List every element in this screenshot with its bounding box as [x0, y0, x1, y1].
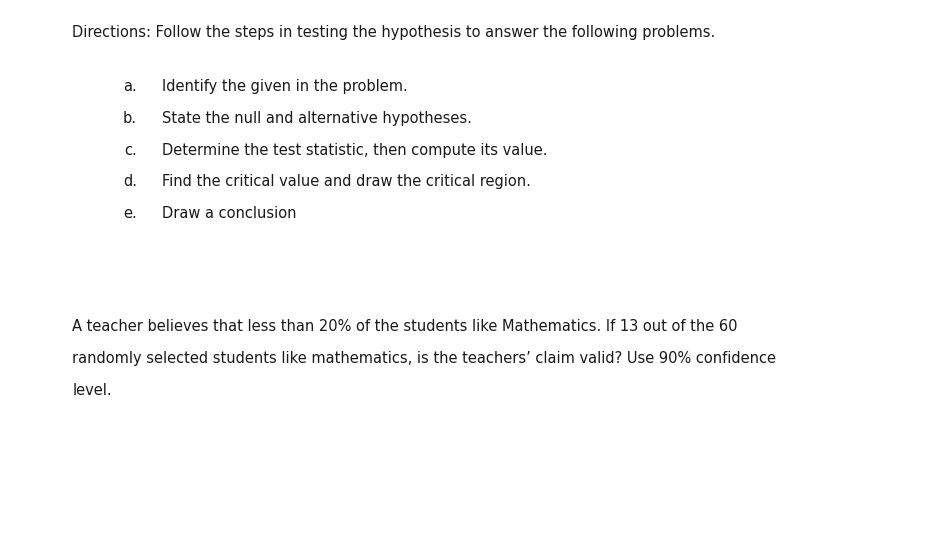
- Text: level.: level.: [72, 383, 112, 397]
- Text: Draw a conclusion: Draw a conclusion: [162, 206, 296, 221]
- Text: b.: b.: [123, 111, 137, 126]
- Text: A teacher believes that less than 20% of the students like Mathematics. If 13 ou: A teacher believes that less than 20% of…: [72, 319, 737, 334]
- Text: d.: d.: [123, 174, 137, 189]
- Text: e.: e.: [123, 206, 137, 221]
- Text: Determine the test statistic, then compute its value.: Determine the test statistic, then compu…: [162, 143, 548, 157]
- Text: Identify the given in the problem.: Identify the given in the problem.: [162, 79, 408, 94]
- Text: randomly selected students like mathematics, is the teachers’ claim valid? Use 9: randomly selected students like mathemat…: [72, 351, 776, 366]
- Text: Directions: Follow the steps in testing the hypothesis to answer the following p: Directions: Follow the steps in testing …: [72, 25, 715, 39]
- Text: Find the critical value and draw the critical region.: Find the critical value and draw the cri…: [162, 174, 531, 189]
- Text: c.: c.: [124, 143, 137, 157]
- Text: State the null and alternative hypotheses.: State the null and alternative hypothese…: [162, 111, 472, 126]
- Text: a.: a.: [123, 79, 137, 94]
